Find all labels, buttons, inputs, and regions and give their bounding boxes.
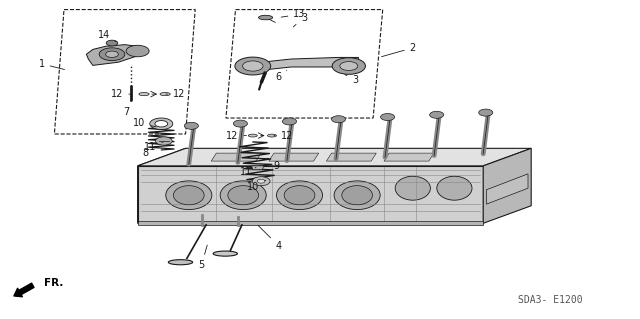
Circle shape <box>106 40 118 46</box>
Text: FR.: FR. <box>44 278 63 288</box>
Text: 2: 2 <box>381 43 416 57</box>
FancyArrowPatch shape <box>14 283 34 297</box>
Circle shape <box>252 177 270 186</box>
Polygon shape <box>246 57 358 72</box>
Circle shape <box>156 137 172 145</box>
Circle shape <box>479 109 493 116</box>
Polygon shape <box>138 148 186 223</box>
Circle shape <box>234 120 248 127</box>
Circle shape <box>332 116 346 123</box>
Circle shape <box>340 62 358 70</box>
Text: 5: 5 <box>198 245 207 270</box>
Ellipse shape <box>173 186 204 205</box>
Ellipse shape <box>213 251 237 256</box>
Text: 8: 8 <box>143 147 156 158</box>
Circle shape <box>282 118 296 125</box>
Ellipse shape <box>166 181 212 210</box>
Circle shape <box>126 45 149 57</box>
Ellipse shape <box>259 15 273 20</box>
Circle shape <box>99 48 125 61</box>
Text: 10: 10 <box>247 180 266 192</box>
Text: 9: 9 <box>268 158 280 171</box>
Polygon shape <box>86 45 144 65</box>
Text: 11: 11 <box>144 142 163 152</box>
Ellipse shape <box>436 176 472 200</box>
Text: 7: 7 <box>124 99 131 117</box>
Text: SDA3- E1200: SDA3- E1200 <box>518 295 582 305</box>
Circle shape <box>106 51 118 57</box>
Ellipse shape <box>139 93 149 96</box>
Text: 3: 3 <box>293 12 307 27</box>
Polygon shape <box>483 148 531 223</box>
Circle shape <box>184 122 198 129</box>
Ellipse shape <box>228 186 259 205</box>
Text: 4: 4 <box>258 225 282 251</box>
Text: 1: 1 <box>38 59 65 70</box>
Polygon shape <box>138 148 531 166</box>
Circle shape <box>332 58 365 74</box>
Circle shape <box>235 57 271 75</box>
Ellipse shape <box>220 181 266 210</box>
Circle shape <box>429 111 444 118</box>
Polygon shape <box>326 153 376 161</box>
Ellipse shape <box>248 134 257 137</box>
Ellipse shape <box>342 186 372 205</box>
Text: 12: 12 <box>226 130 246 141</box>
Text: 12: 12 <box>166 89 186 99</box>
Polygon shape <box>384 153 434 161</box>
Ellipse shape <box>168 260 193 265</box>
Ellipse shape <box>276 181 323 210</box>
Text: 12: 12 <box>111 89 131 99</box>
Ellipse shape <box>160 93 170 96</box>
Polygon shape <box>211 153 261 161</box>
Ellipse shape <box>334 181 380 210</box>
Polygon shape <box>252 166 264 170</box>
Circle shape <box>381 114 395 121</box>
Text: 13: 13 <box>281 9 306 19</box>
Ellipse shape <box>396 176 431 200</box>
Text: 6: 6 <box>275 70 287 82</box>
Polygon shape <box>269 153 319 161</box>
Circle shape <box>243 61 263 71</box>
Polygon shape <box>138 166 483 223</box>
Text: 12: 12 <box>274 130 293 141</box>
Text: 10: 10 <box>133 118 156 128</box>
Ellipse shape <box>284 186 315 205</box>
Polygon shape <box>486 174 528 204</box>
Text: 11: 11 <box>240 167 256 177</box>
Text: 3: 3 <box>345 75 358 85</box>
Circle shape <box>257 179 265 183</box>
Text: 14: 14 <box>97 30 116 42</box>
Polygon shape <box>138 221 483 225</box>
Ellipse shape <box>268 134 276 137</box>
